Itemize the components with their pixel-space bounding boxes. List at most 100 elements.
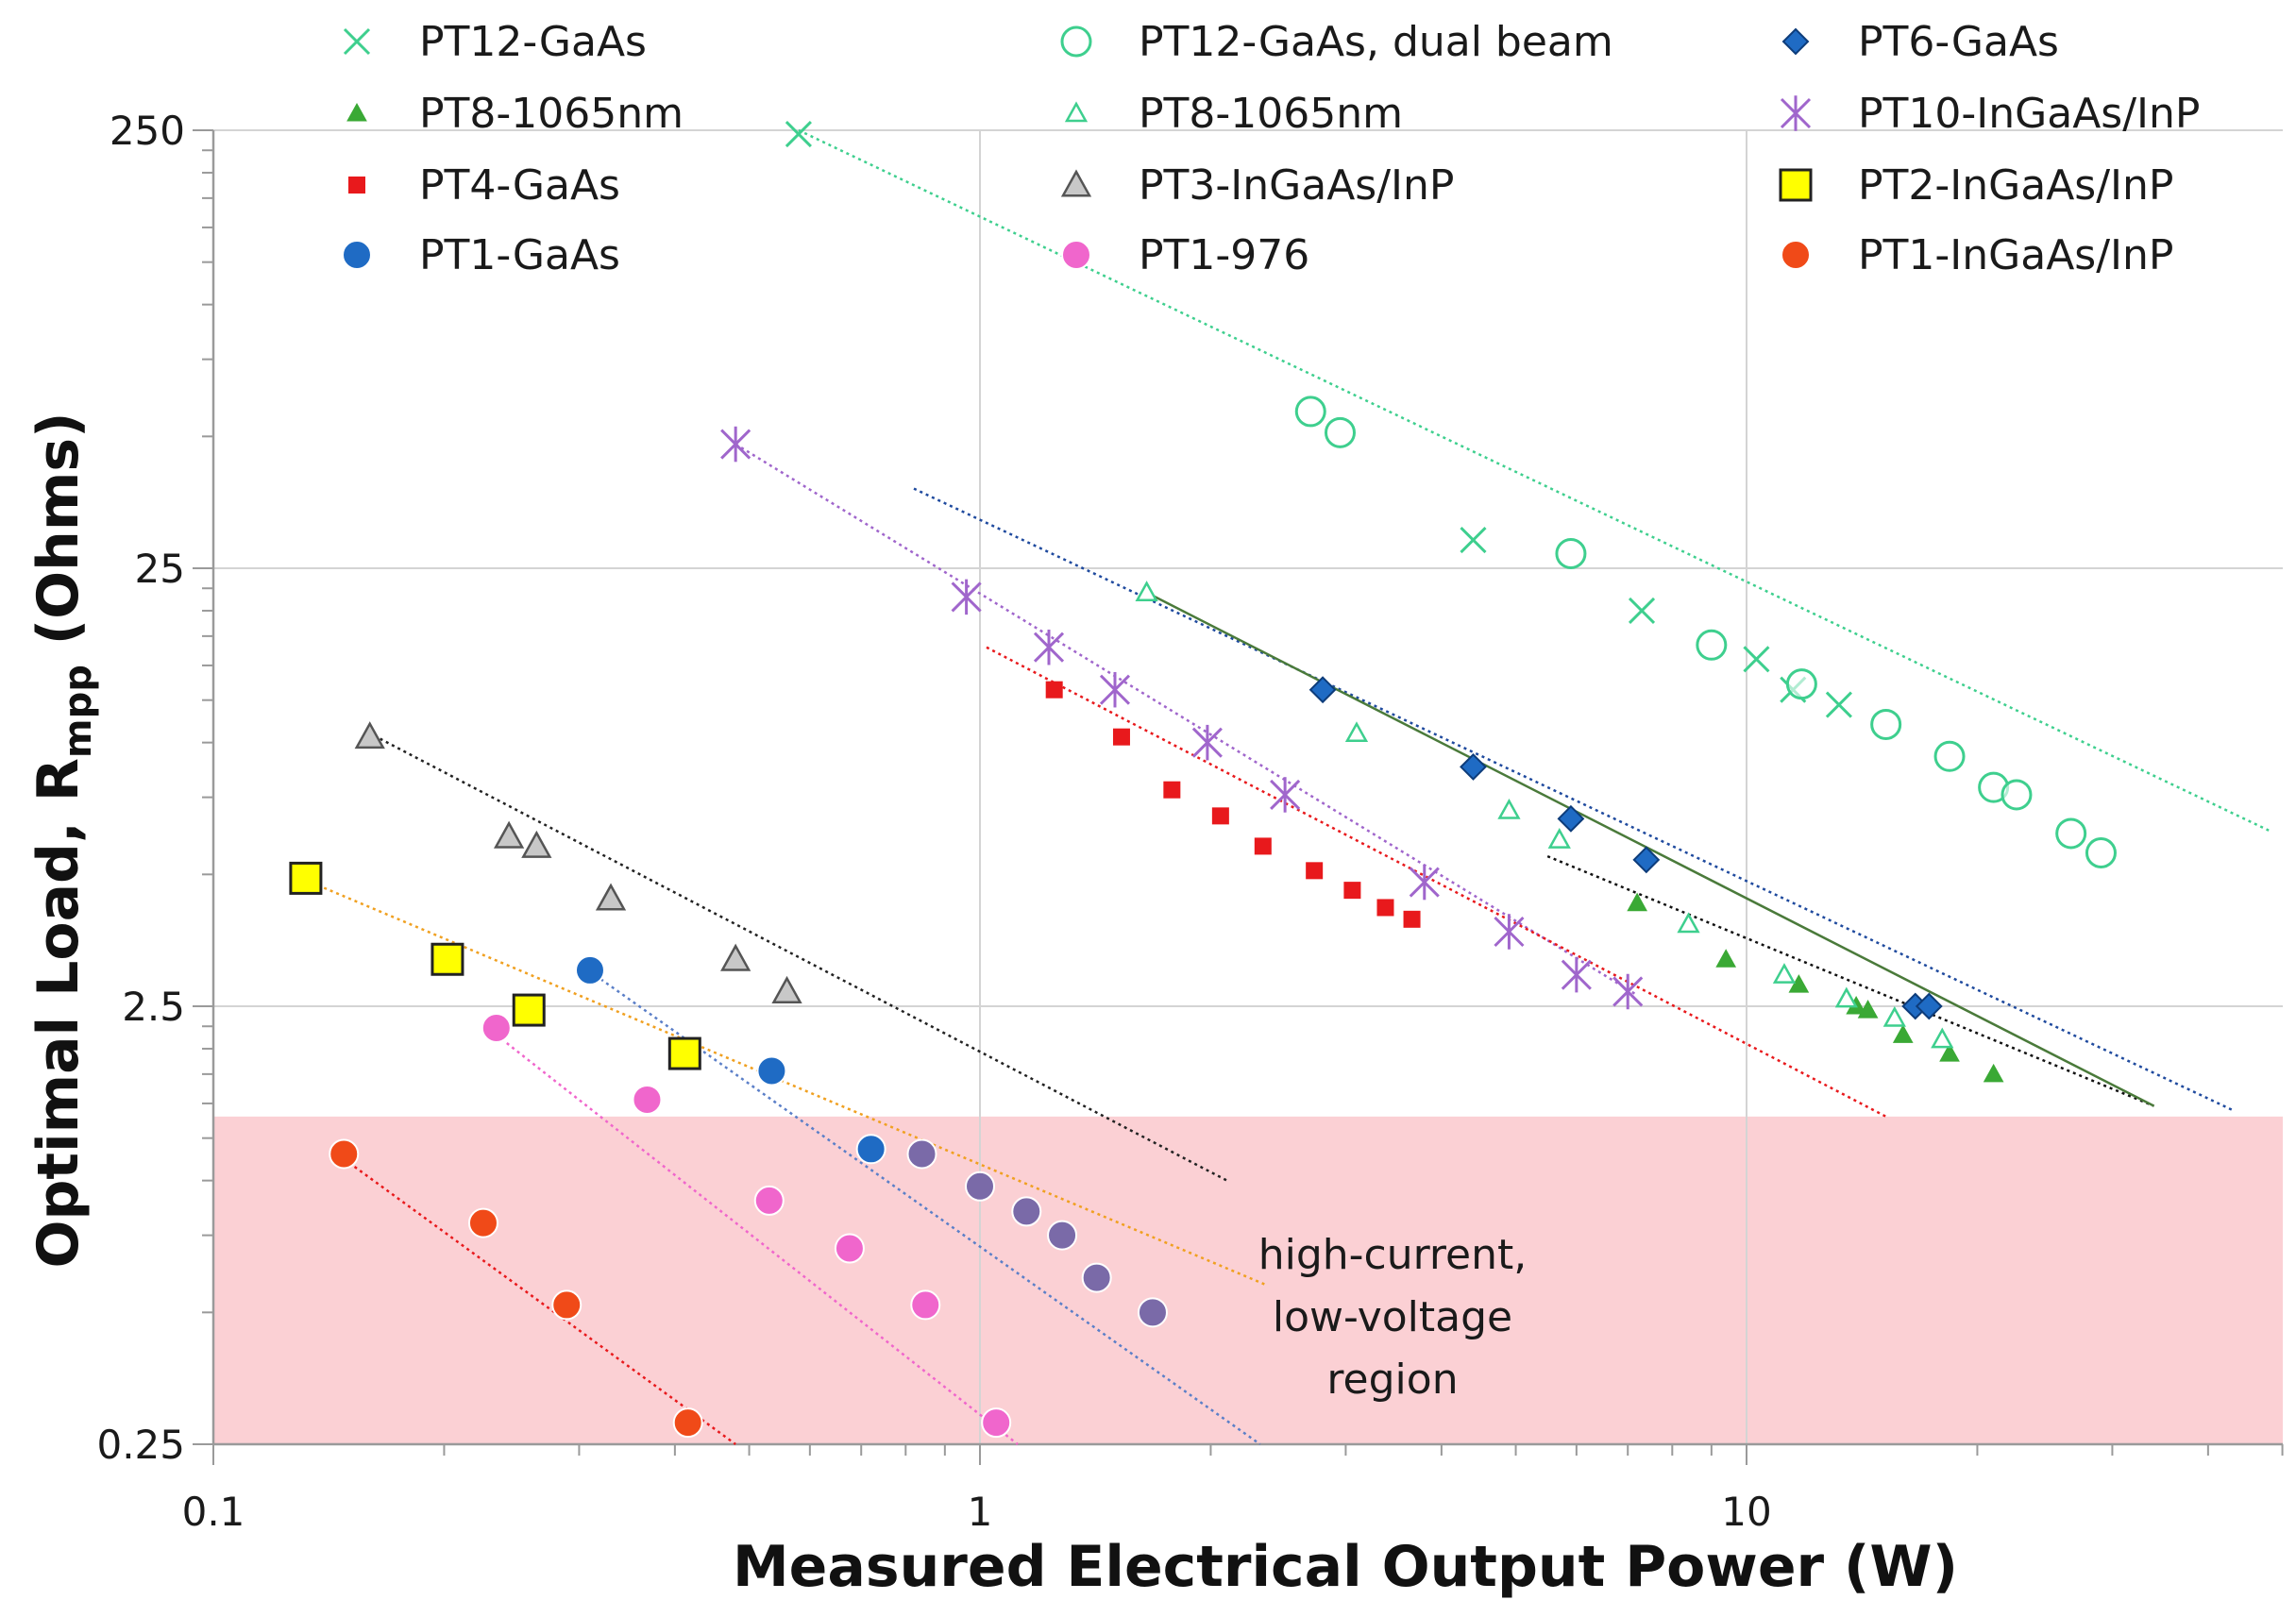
marker-shape	[1931, 1027, 1954, 1049]
marker-shape	[1064, 101, 1089, 123]
legend: PT12-GaAs PT12-GaAs, dual beam PT6-GaAs PT8…	[342, 18, 2200, 279]
marker-shape	[1632, 846, 1661, 874]
data-point	[1779, 168, 1813, 202]
data-point	[1494, 914, 1525, 950]
marker-shape	[1460, 752, 1487, 781]
marker-shape	[1254, 837, 1272, 855]
data-point	[1561, 956, 1592, 993]
marker-shape	[1163, 781, 1181, 799]
legend-label: PT3-InGaAs/InP	[1139, 161, 1454, 210]
marker-shape	[595, 883, 627, 911]
data-point	[756, 1055, 787, 1086]
marker-shape	[1772, 963, 1797, 984]
marker-shape	[1403, 910, 1421, 928]
data-point	[910, 1289, 941, 1321]
data-point	[1781, 240, 1811, 270]
axes	[193, 129, 2284, 1465]
data-point	[1324, 416, 1356, 448]
shaded-region-label-line-2: low-voltage	[1273, 1293, 1512, 1341]
data-point	[632, 1084, 663, 1115]
marker-shape	[756, 1055, 787, 1086]
data-point	[1612, 973, 1644, 1010]
marker-shape	[667, 1036, 701, 1070]
fit-line	[734, 443, 1638, 997]
data-point	[1627, 892, 1648, 912]
data-point	[1696, 629, 1728, 661]
data-point	[1785, 668, 1817, 700]
data-point	[1555, 537, 1587, 569]
data-point	[493, 820, 525, 849]
data-point	[1081, 1262, 1112, 1293]
data-point	[1061, 240, 1091, 270]
data-point	[343, 27, 371, 56]
data-point	[521, 830, 552, 858]
fit-line	[986, 646, 1887, 1118]
data-point	[951, 579, 982, 615]
data-point	[1931, 1027, 1954, 1049]
data-point	[1045, 681, 1063, 699]
marker-shape	[1555, 537, 1587, 569]
marker-shape	[720, 943, 751, 971]
marker-stroke	[1628, 597, 1656, 625]
data-point	[1870, 708, 1902, 740]
marker-shape	[481, 1013, 512, 1044]
data-point	[667, 1036, 701, 1070]
data-point	[753, 1185, 785, 1216]
marker-shape	[672, 1407, 703, 1439]
marker-shape	[1060, 169, 1092, 197]
marker-stroke	[343, 27, 371, 56]
data-point	[467, 1207, 498, 1238]
data-point	[1772, 963, 1797, 984]
x-axis-title: Measured Electrical Output Power (W)	[733, 1534, 1958, 1600]
fit-line	[343, 1157, 736, 1446]
marker-stroke	[1825, 691, 1852, 718]
data-point	[1112, 728, 1130, 746]
data-point	[906, 1138, 937, 1170]
marker-shape	[2001, 779, 2033, 811]
data-point	[1743, 646, 1770, 673]
grid	[213, 129, 2283, 1444]
data-point	[574, 954, 605, 985]
marker-shape	[1781, 27, 1810, 56]
marker-stroke	[1743, 646, 1770, 673]
data-point	[965, 1171, 995, 1202]
data-point	[1294, 396, 1326, 428]
data-point	[1547, 828, 1571, 849]
data-point	[981, 1407, 1012, 1439]
marker-shape	[1696, 629, 1728, 661]
data-point	[1163, 781, 1181, 799]
data-point	[1628, 597, 1656, 625]
marker-shape	[965, 1171, 995, 1202]
fit-line	[496, 1034, 1019, 1445]
data-point	[771, 975, 802, 1003]
data-point	[1715, 949, 1737, 968]
fit-line	[380, 737, 1228, 1182]
data-point	[342, 240, 372, 270]
shaded-region	[213, 1116, 2283, 1444]
data-point	[1306, 862, 1324, 880]
data-point	[720, 943, 751, 971]
y-axis-title-unit: (Ohms)	[25, 412, 92, 665]
x-tick-label: 1	[968, 1489, 993, 1535]
data-point	[834, 1233, 865, 1264]
marker-shape	[1324, 416, 1356, 448]
data-point	[1060, 169, 1092, 197]
marker-shape	[910, 1289, 941, 1321]
data-point	[855, 1134, 886, 1165]
marker-shape	[329, 1138, 360, 1170]
marker-shape	[1376, 899, 1394, 917]
legend-label: PT12-GaAs	[419, 18, 647, 66]
data-point	[1403, 910, 1421, 928]
marker-shape	[1939, 1043, 1960, 1062]
y-tick-label: 250	[110, 108, 185, 154]
marker-shape	[1892, 1024, 1914, 1043]
marker-shape	[1306, 862, 1324, 880]
marker-shape	[1045, 681, 1063, 699]
marker-shape	[1834, 986, 1858, 1008]
marker-stroke	[785, 121, 812, 148]
marker-shape	[551, 1289, 582, 1321]
marker-shape	[1061, 240, 1091, 270]
data-point	[1135, 581, 1158, 602]
data-point	[1137, 1297, 1168, 1328]
